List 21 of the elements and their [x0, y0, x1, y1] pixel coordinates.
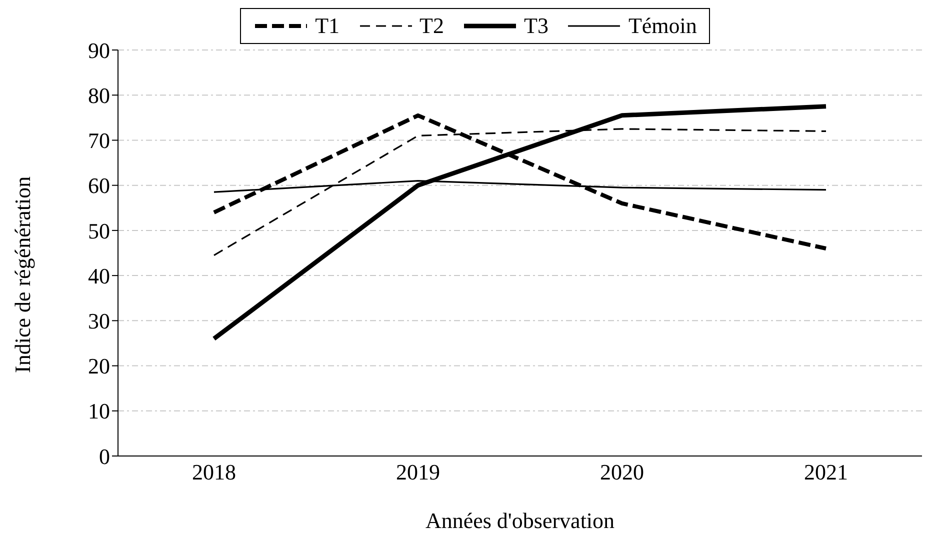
legend-label: Témoin [628, 13, 697, 39]
x-tick-label: 2021 [804, 460, 848, 485]
y-tick-label: 0 [99, 444, 110, 469]
y-tick-label: 80 [88, 82, 110, 108]
y-tick-label: 40 [88, 263, 110, 288]
line-series [212, 104, 828, 341]
y-axis-title: Indice de régénération [10, 176, 35, 373]
y-tick-label: 30 [88, 308, 110, 334]
legend-label: T3 [524, 13, 548, 39]
x-tick-label: 2019 [396, 460, 440, 485]
y-tick-label: 10 [88, 398, 110, 424]
x-tick-label: 2020 [600, 460, 644, 485]
y-tick-label: 50 [88, 218, 110, 244]
y-tick-label: 90 [88, 38, 110, 63]
legend-label: T2 [420, 13, 444, 39]
y-tick-label: 70 [88, 128, 110, 154]
legend-label: T1 [315, 13, 340, 39]
x-tick-label: 2018 [192, 460, 236, 485]
x-axis-title: Années d'observation [425, 508, 615, 533]
y-tick-label: 60 [88, 173, 110, 198]
y-tick-label: 20 [88, 354, 110, 379]
